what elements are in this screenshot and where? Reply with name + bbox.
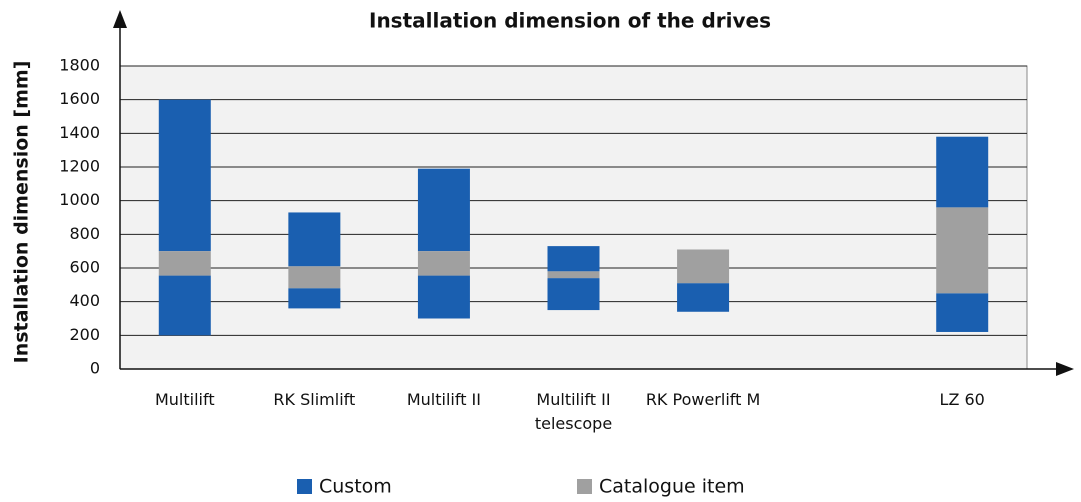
y-axis-arrow (113, 10, 127, 28)
y-tick-label: 400 (69, 291, 100, 310)
y-tick-label: 800 (69, 224, 100, 243)
y-tick-label: 600 (69, 258, 100, 277)
x-tick-label: Multilift (154, 390, 215, 409)
bar-segment (417, 251, 470, 276)
plot-area (119, 65, 1028, 370)
y-axis-title: Installation dimension [mm] (11, 61, 33, 364)
y-tick-label: 1200 (59, 157, 100, 176)
x-tick-label: Multilift II telescope (534, 390, 613, 433)
bar-segment (417, 168, 470, 252)
y-tick-label: 200 (69, 325, 100, 344)
chart-title: Installation dimension of the drives (369, 9, 771, 33)
bar-segment (677, 249, 730, 284)
x-tick-label: Multilift II (406, 390, 481, 409)
bar-segment (288, 288, 341, 309)
bar-segment (547, 271, 600, 279)
legend-label: Custom (319, 476, 392, 498)
bar-segment (936, 136, 989, 208)
x-tick-label: RK Powerlift M (645, 390, 761, 409)
x-tick-label: RK Slimlift (273, 390, 356, 409)
x-tick-label: LZ 60 (939, 390, 985, 409)
y-tick-label: 0 (90, 359, 100, 378)
bar-segment (677, 283, 730, 312)
bar-segment (417, 275, 470, 319)
bar-segment (547, 246, 600, 272)
bar-segment (158, 99, 211, 252)
y-tick-label: 1800 (59, 56, 100, 75)
bar-segment (158, 275, 211, 336)
y-tick-label: 1000 (59, 190, 100, 209)
bar-segment (288, 212, 341, 267)
y-tick-label: 1400 (59, 123, 100, 142)
y-tick-label: 1600 (59, 89, 100, 108)
legend-swatch (577, 479, 592, 494)
x-axis-arrow (1056, 362, 1074, 376)
bar-segment (158, 251, 211, 276)
bar-segment (936, 207, 989, 294)
bar-segment (547, 278, 600, 311)
bar-segment (288, 266, 341, 289)
legend-label: Catalogue item (599, 476, 745, 498)
bar-segment (936, 293, 989, 332)
legend-swatch (297, 479, 312, 494)
